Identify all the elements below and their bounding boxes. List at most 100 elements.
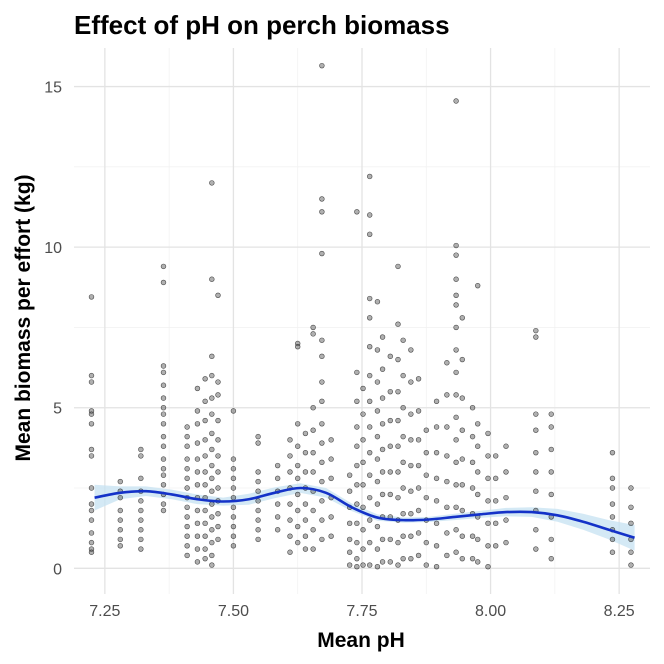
data-point <box>209 372 215 379</box>
data-point <box>367 212 373 218</box>
data-point <box>346 536 353 543</box>
data-point <box>255 536 261 543</box>
data-point <box>453 527 459 533</box>
data-point <box>319 517 325 523</box>
data-point <box>209 562 215 568</box>
data-point <box>387 417 393 424</box>
data-point <box>230 475 237 482</box>
data-point <box>328 475 334 482</box>
data-point <box>117 507 123 514</box>
data-point <box>503 494 509 501</box>
data-point <box>230 485 237 491</box>
data-point <box>202 398 208 404</box>
data-point <box>209 462 215 469</box>
data-point <box>202 469 208 475</box>
y-tick-label: 0 <box>53 561 62 578</box>
data-point <box>485 430 491 437</box>
data-point <box>444 504 450 510</box>
data-point <box>400 555 406 562</box>
data-point <box>379 421 386 427</box>
data-point <box>360 546 366 552</box>
data-point <box>209 539 215 546</box>
data-point <box>475 559 481 565</box>
data-point <box>444 478 450 485</box>
data-point <box>459 356 465 363</box>
data-point <box>408 555 414 562</box>
x-tick-label: 7.50 <box>218 603 249 620</box>
data-point <box>215 511 221 517</box>
data-point <box>453 549 459 555</box>
data-point <box>117 517 123 523</box>
data-point <box>194 520 201 527</box>
data-point <box>255 478 261 485</box>
data-point <box>360 482 366 488</box>
data-point <box>367 494 373 501</box>
data-point <box>88 549 95 555</box>
x-tick-label: 7.25 <box>89 603 120 620</box>
data-point <box>160 405 167 411</box>
data-point <box>609 514 616 520</box>
data-point <box>609 536 616 543</box>
data-point <box>302 469 309 475</box>
data-point <box>379 366 386 372</box>
data-point <box>395 494 401 501</box>
data-point <box>194 385 201 392</box>
data-point <box>209 353 215 360</box>
data-point <box>295 539 301 546</box>
data-point <box>88 421 95 427</box>
data-point <box>230 494 237 501</box>
data-point <box>184 523 190 530</box>
data-point <box>415 507 422 514</box>
data-point <box>360 437 366 443</box>
data-point <box>319 62 325 69</box>
data-point <box>533 327 539 334</box>
data-point <box>367 231 373 237</box>
data-point <box>453 98 459 104</box>
data-point <box>160 411 167 417</box>
data-point <box>433 398 440 404</box>
data-point <box>354 424 360 430</box>
data-point <box>295 523 301 530</box>
data-point <box>319 536 325 543</box>
data-point <box>202 533 208 539</box>
data-point <box>88 517 95 523</box>
data-point <box>274 514 281 520</box>
data-point <box>88 507 95 514</box>
data-point <box>295 475 301 482</box>
data-point <box>395 388 401 395</box>
data-point <box>400 405 406 411</box>
data-point <box>453 482 459 488</box>
data-point <box>503 517 509 523</box>
data-point <box>287 517 293 523</box>
data-point <box>374 501 381 507</box>
data-point <box>367 315 373 321</box>
data-point <box>459 555 465 562</box>
data-point <box>287 469 293 475</box>
data-point <box>395 562 401 568</box>
data-point <box>628 485 634 491</box>
data-point <box>379 491 386 498</box>
data-point <box>533 427 539 433</box>
data-point <box>117 536 123 543</box>
data-point <box>88 446 95 453</box>
x-tick-label: 8.00 <box>475 603 506 620</box>
data-point <box>503 443 509 449</box>
data-point <box>459 315 465 321</box>
data-point <box>485 563 491 570</box>
data-point <box>548 555 554 562</box>
data-point <box>255 469 261 475</box>
data-point <box>215 523 221 530</box>
data-point <box>209 411 215 417</box>
data-point <box>354 209 360 215</box>
data-point <box>255 488 261 494</box>
data-point <box>202 437 208 443</box>
data-point <box>302 430 309 437</box>
data-point <box>138 527 144 533</box>
data-point <box>475 443 481 449</box>
data-point <box>444 453 450 459</box>
data-point <box>408 411 414 417</box>
data-point <box>319 353 325 360</box>
data-point <box>533 449 539 456</box>
data-point <box>360 527 366 533</box>
data-point <box>485 453 491 459</box>
